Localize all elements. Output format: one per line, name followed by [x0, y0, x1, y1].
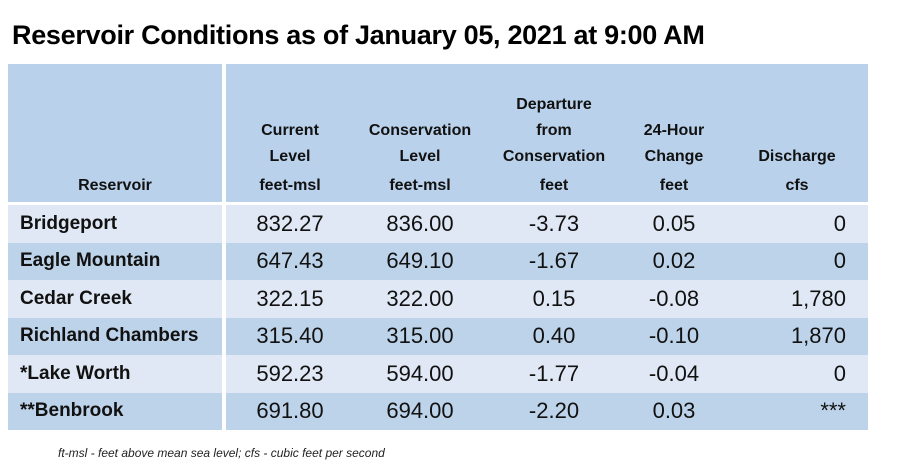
unit-24-hour-change: feet: [622, 170, 726, 205]
table-row: **Benbrook 691.80 694.00 -2.20 0.03 ***: [8, 392, 868, 430]
departure-cell: 0.40: [486, 317, 622, 355]
header-current-level: Current Level: [224, 64, 354, 170]
discharge-cell: 0: [726, 203, 868, 243]
header-row: Current Level Conservation Level Departu…: [8, 64, 868, 170]
unit-conservation-level: feet-msl: [354, 170, 486, 205]
conservation-level-cell: 322.00: [354, 280, 486, 318]
table-row: Cedar Creek 322.15 322.00 0.15 -0.08 1,7…: [8, 280, 868, 318]
change-cell: 0.03: [622, 392, 726, 430]
change-cell: 0.05: [622, 203, 726, 243]
departure-cell: 0.15: [486, 280, 622, 318]
current-level-cell: 322.15: [224, 280, 354, 318]
reservoir-name: **Benbrook: [8, 392, 226, 430]
departure-cell: -3.73: [486, 203, 622, 243]
reservoir-name: Bridgeport: [8, 203, 226, 243]
departure-cell: -1.67: [486, 242, 622, 280]
units-row: Reservoir feet-msl feet-msl feet feet cf…: [8, 170, 868, 205]
header-line: Departure: [516, 96, 592, 113]
unit-departure: feet: [486, 170, 622, 205]
page-title: Reservoir Conditions as of January 05, 2…: [12, 20, 705, 50]
reservoir-table: Current Level Conservation Level Departu…: [8, 64, 868, 430]
header-line: Level: [399, 148, 441, 165]
header-line: Current: [261, 122, 319, 139]
table-row: *Lake Worth 592.23 594.00 -1.77 -0.04 0: [8, 355, 868, 393]
header-line: Discharge: [758, 148, 836, 165]
departure-cell: -2.20: [486, 392, 622, 430]
header-reservoir: [8, 64, 226, 170]
unit-discharge: cfs: [726, 170, 868, 205]
discharge-cell: 0: [726, 355, 868, 393]
header-departure: Departure from Conservation: [486, 64, 622, 170]
conservation-level-cell: 694.00: [354, 392, 486, 430]
discharge-cell: 1,780: [726, 280, 868, 318]
unit-current-level: feet-msl: [224, 170, 354, 205]
reservoir-name: Richland Chambers: [8, 317, 226, 355]
header-reservoir-label: Reservoir: [8, 170, 226, 205]
current-level-cell: 647.43: [224, 242, 354, 280]
conservation-level-cell: 315.00: [354, 317, 486, 355]
header-line: 24-Hour: [643, 122, 705, 139]
header-line: Level: [269, 148, 311, 165]
current-level-cell: 592.23: [224, 355, 354, 393]
change-cell: -0.08: [622, 280, 726, 318]
departure-cell: -1.77: [486, 355, 622, 393]
discharge-cell: 1,870: [726, 317, 868, 355]
header-discharge: Discharge: [726, 64, 868, 170]
conservation-level-cell: 836.00: [354, 203, 486, 243]
table-row: Richland Chambers 315.40 315.00 0.40 -0.…: [8, 317, 868, 355]
current-level-cell: 315.40: [224, 317, 354, 355]
header-line: from: [536, 122, 572, 139]
header-line: Conservation: [502, 148, 606, 165]
reservoir-name: Cedar Creek: [8, 280, 226, 318]
current-level-cell: 832.27: [224, 203, 354, 243]
discharge-cell: 0: [726, 242, 868, 280]
change-cell: 0.02: [622, 242, 726, 280]
header-24-hour-change: 24-Hour Change: [622, 64, 726, 170]
table-row: Eagle Mountain 647.43 649.10 -1.67 0.02 …: [8, 242, 868, 280]
conservation-level-cell: 649.10: [354, 242, 486, 280]
reservoir-name: Eagle Mountain: [8, 242, 226, 280]
change-cell: -0.04: [622, 355, 726, 393]
discharge-cell: ***: [726, 392, 868, 430]
header-conservation-level: Conservation Level: [354, 64, 486, 170]
reservoir-name: *Lake Worth: [8, 355, 226, 393]
footnote: ft-msl - feet above mean sea level; cfs …: [58, 446, 385, 460]
header-line: Conservation: [368, 122, 472, 139]
change-cell: -0.10: [622, 317, 726, 355]
table-row: Bridgeport 832.27 836.00 -3.73 0.05 0: [8, 203, 868, 243]
header-line: Change: [644, 148, 704, 165]
conservation-level-cell: 594.00: [354, 355, 486, 393]
current-level-cell: 691.80: [224, 392, 354, 430]
